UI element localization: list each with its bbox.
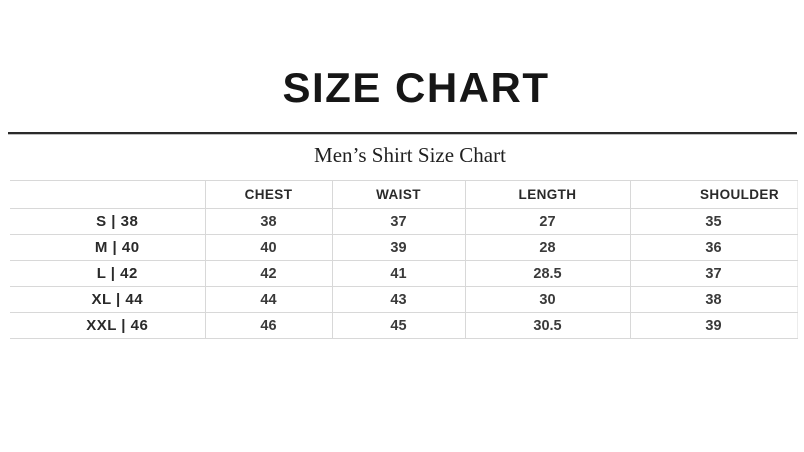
measurement-cell: 42 — [204, 260, 332, 287]
table-row: M | 40 40 39 28 36 — [10, 234, 797, 261]
header-row: CHEST WAIST LENGTH SHOULDER — [10, 180, 797, 209]
page-title: SIZE CHART — [282, 64, 550, 111]
measurement-cell: 38 — [204, 208, 332, 235]
measurement-cell: 39 — [629, 312, 797, 339]
measurement-cell: 28 — [464, 234, 630, 261]
size-label: M | 40 — [94, 239, 140, 256]
table-subtitle: Men’s Shirt Size Chart — [314, 143, 506, 167]
table-row: S | 38 38 37 27 35 — [10, 208, 797, 235]
size-table: CHEST WAIST LENGTH SHOULDER S | 38 38 37 27 35 M… — [10, 180, 798, 339]
size-label: XXL | 46 — [86, 317, 149, 334]
size-table-body: S | 38 38 37 27 35 M | 40 40 39 28 36 L | 42 42 41 28… — [10, 208, 797, 339]
column-header-shoulder: SHOULDER — [629, 180, 797, 209]
title-divider — [8, 132, 797, 135]
measurement-cell: 37 — [629, 260, 797, 287]
measurement-cell: 40 — [204, 234, 332, 261]
size-table-header: CHEST WAIST LENGTH SHOULDER — [10, 180, 797, 209]
table-row: XXL | 46 46 45 30.5 39 — [10, 312, 797, 339]
measurement-cell: 41 — [331, 260, 465, 287]
measurement-cell: 38 — [629, 286, 797, 313]
measurement-cell: 45 — [331, 312, 465, 339]
measurement-cell: 30 — [464, 286, 630, 313]
column-header-length: LENGTH — [464, 180, 630, 209]
column-header-waist: WAIST — [331, 180, 465, 209]
size-column-header — [10, 181, 205, 209]
measurement-cell: 30.5 — [464, 312, 630, 339]
column-header-chest: CHEST — [204, 180, 332, 209]
measurement-cell: 36 — [629, 234, 797, 261]
measurement-cell: 27 — [464, 208, 630, 235]
measurement-cell: 39 — [331, 234, 465, 261]
measurement-cell: 44 — [204, 286, 332, 313]
size-label: S | 38 — [96, 213, 139, 230]
table-row: XL | 44 44 43 30 38 — [10, 286, 797, 313]
table-row: L | 42 42 41 28.5 37 — [10, 260, 797, 287]
size-label: XL | 44 — [91, 291, 144, 308]
measurement-cell: 46 — [204, 312, 332, 339]
measurement-cell: 28.5 — [464, 260, 630, 287]
size-label: L | 42 — [96, 265, 138, 282]
measurement-cell: 43 — [331, 286, 465, 313]
measurement-cell: 37 — [331, 208, 465, 235]
measurement-cell: 35 — [629, 208, 797, 235]
